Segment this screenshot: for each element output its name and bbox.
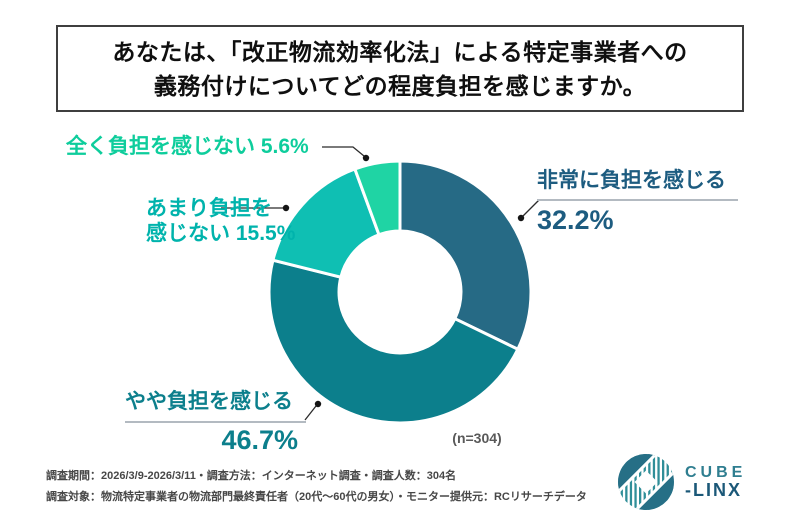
callout-label-not-much: あまり負担を 感じない 15.5% (146, 196, 295, 246)
survey-details-line1: 調査期間：2026/3/9-2026/3/11・調査方法：インターネット調査・調… (46, 470, 457, 482)
callout-somewhat-text: やや負担を感じる (125, 389, 306, 423)
question-title-line2: 義務付けについてどの程度負担を感じますか。 (153, 72, 647, 99)
cube-linx-logo-icon (618, 454, 674, 510)
sample-size-label: (n=304) (452, 430, 502, 446)
logo-word-cube: CUBE (685, 464, 747, 481)
logo-word-linx-text: LINX (693, 480, 743, 500)
logo-hyphen: - (685, 480, 693, 500)
callout-label-somewhat: やや負担を感じる 46.7% (125, 389, 306, 454)
donut-segment-1 (267, 258, 520, 425)
donut-segment-0 (398, 159, 533, 351)
donut-segment-3 (353, 159, 402, 237)
callout-very-text: 非常に負担を感じる (537, 168, 738, 201)
callout-somewhat-percent: 46.7% (221, 425, 298, 455)
cube-linx-logo: CUBE -LINX (616, 452, 746, 512)
callout-none-text: 全く負担を感じない 5.6% (66, 135, 309, 158)
donut-chart (267, 159, 533, 425)
question-title-line1: あなたは、「改正物流効率化法」による特定事業者への (112, 38, 688, 65)
callout-label-none: 全く負担を感じない 5.6% (66, 134, 309, 159)
callout-label-very: 非常に負担を感じる 32.2% (537, 168, 738, 234)
callout-not-much-line2: 感じない 15.5% (146, 222, 296, 245)
callout-very-percent: 32.2% (537, 205, 614, 235)
survey-details-footer: 調査期間：2026/3/9-2026/3/11・調査方法：インターネット調査・調… (46, 466, 587, 508)
survey-details-line2: 調査対象：物流特定事業者の物流部門最終責任者（20代～60代の男女）・モニター提… (46, 491, 587, 503)
question-title-box: あなたは、「改正物流効率化法」による特定事業者への 義務付けについてどの程度負担… (56, 25, 744, 112)
cube-linx-logo-text: CUBE -LINX (685, 464, 746, 500)
logo-word-linx: -LINX (685, 481, 746, 500)
callout-not-much-line1: あまり負担を (146, 197, 272, 220)
